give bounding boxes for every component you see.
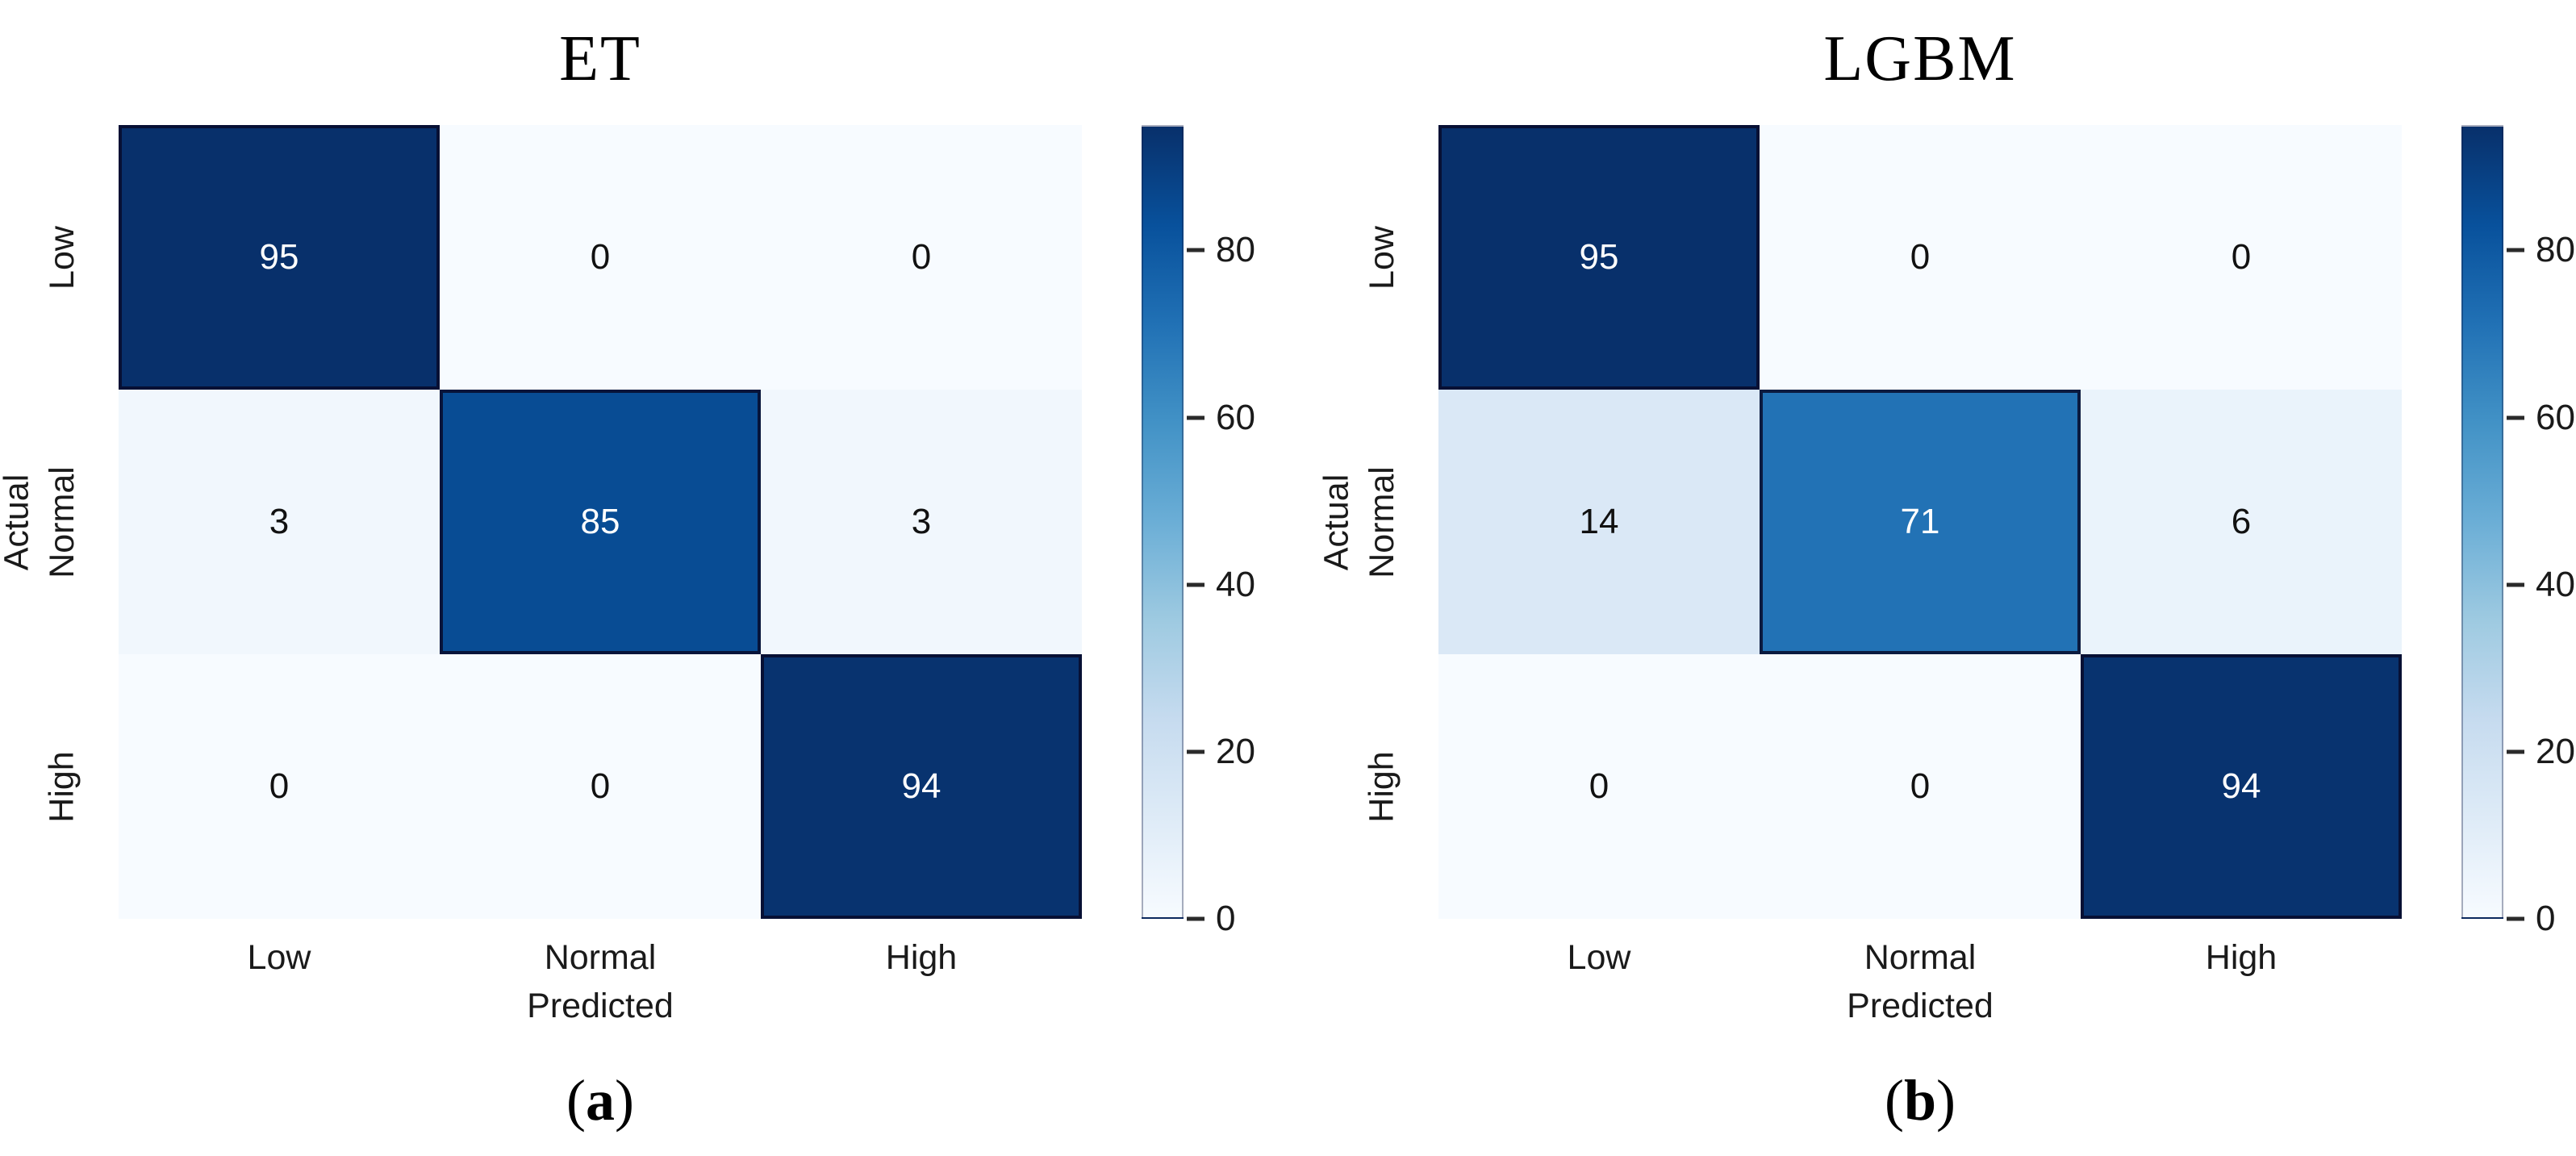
x-tick-label: High: [885, 938, 958, 977]
matrix-cell: 0: [440, 654, 761, 919]
colorbar-tick-label: 40: [1216, 564, 1255, 604]
y-tick-label: High: [1362, 750, 1401, 823]
matrix-cell: 3: [119, 390, 440, 654]
matrix-cell: 94: [761, 654, 1082, 919]
matrix-cell: 85: [440, 390, 761, 654]
plot-group-lgbm: LGBM Actual Low Normal High 95 0 0 14 71 6 0 0 94 …: [1317, 23, 2576, 1156]
colorbar-tick-mark: [2507, 916, 2524, 921]
x-tick-label: Normal: [544, 938, 657, 977]
panel-lgbm: LGBM Actual Low Normal High 95 0 0 14 71 6 0 0 94 …: [1288, 0, 2576, 1156]
colorbar-tick-mark: [1187, 749, 1204, 754]
matrix-cell: 0: [1760, 125, 2081, 390]
y-axis-label-text: Actual: [0, 474, 36, 570]
x-axis-label: Predicted: [527, 987, 674, 1025]
y-tick-label: Low: [1362, 225, 1401, 290]
x-tick-label: Normal: [1864, 938, 1977, 977]
matrix-cell: 0: [2081, 125, 2402, 390]
colorbar-tick-label: 20: [2536, 731, 2575, 771]
y-tick-label: Normal: [42, 465, 81, 578]
matrix-cell: 94: [2081, 654, 2402, 919]
colorbar-tick-label: 60: [1216, 397, 1255, 437]
plot-group-et: ET Actual Low Normal High 95 0 0 3 85 3 0 0 94 0 20…: [0, 23, 1264, 1156]
y-tick-label: Low: [42, 225, 81, 290]
matrix-cell: 3: [761, 390, 1082, 654]
colorbar-tick-mark: [2507, 582, 2524, 587]
y-tick-labels: Low Normal High: [40, 125, 85, 919]
colorbar-tick-label: 80: [1216, 230, 1255, 270]
colorbar-tick-mark: [2507, 749, 2524, 754]
colorbar-tick-label: 60: [2536, 397, 2575, 437]
y-tick-label: Normal: [1362, 465, 1401, 578]
matrix-cell: 95: [1438, 125, 1760, 390]
y-axis-label-text: Actual: [1317, 474, 1356, 570]
y-tick-labels: Low Normal High: [1359, 125, 1405, 919]
caption-paren-close: ): [1936, 1068, 1956, 1133]
matrix-cell: 0: [119, 654, 440, 919]
colorbar-ticks: 0 20 40 60 80: [1184, 125, 1280, 938]
colorbar-tick-label: 0: [1216, 899, 1236, 938]
colorbar-tick-mark: [2507, 248, 2524, 252]
confusion-matrix-grid: 95 0 0 3 85 3 0 0 94: [119, 125, 1082, 919]
colorbar-tick-mark: [1187, 582, 1204, 587]
colorbar-tick-label: 0: [2536, 899, 2556, 938]
chart-title: ET: [559, 23, 641, 94]
matrix-cell: 6: [2081, 390, 2402, 654]
colorbar: [2461, 125, 2503, 919]
caption-letter: b: [1903, 1068, 1937, 1133]
colorbar-tick-mark: [1187, 248, 1204, 252]
matrix-cell: 71: [1760, 390, 2081, 654]
caption-paren-close: ): [615, 1068, 634, 1133]
x-axis-label: Predicted: [1847, 987, 1994, 1025]
y-axis-label: Actual: [0, 125, 38, 919]
panel-caption: (b): [1438, 1067, 2402, 1141]
panel-caption: (a): [119, 1067, 1082, 1141]
x-tick-label: High: [2205, 938, 2277, 977]
y-tick-label: High: [42, 750, 81, 823]
caption-paren-open: (: [1884, 1068, 1904, 1133]
caption-letter: a: [586, 1068, 615, 1133]
colorbar-tick-label: 20: [1216, 731, 1255, 771]
x-tick-labels: Low Normal High: [119, 938, 1082, 979]
chart-title: LGBM: [1823, 23, 2017, 94]
confusion-matrix-grid: 95 0 0 14 71 6 0 0 94: [1438, 125, 2402, 919]
x-tick-label: Low: [1567, 938, 1631, 977]
colorbar-tick-label: 80: [2536, 230, 2575, 270]
x-tick-labels: Low Normal High: [1438, 938, 2402, 979]
matrix-cell: 0: [761, 125, 1082, 390]
colorbar-tick-mark: [1187, 916, 1204, 921]
colorbar-tick-mark: [1187, 415, 1204, 420]
panel-et: ET Actual Low Normal High 95 0 0 3 85 3 0 0 94 0 20…: [0, 23, 1264, 1156]
caption-paren-open: (: [566, 1068, 586, 1133]
y-axis-label: Actual: [1316, 125, 1358, 919]
colorbar-tick-label: 40: [2536, 564, 2575, 604]
matrix-cell: 0: [1438, 654, 1760, 919]
matrix-cell: 0: [440, 125, 761, 390]
x-tick-label: Low: [247, 938, 311, 977]
colorbar-ticks: 0 20 40 60 80: [2503, 125, 2576, 938]
matrix-cell: 0: [1760, 654, 2081, 919]
colorbar-tick-mark: [2507, 415, 2524, 420]
matrix-cell: 14: [1438, 390, 1760, 654]
colorbar: [1142, 125, 1184, 919]
matrix-cell: 95: [119, 125, 440, 390]
